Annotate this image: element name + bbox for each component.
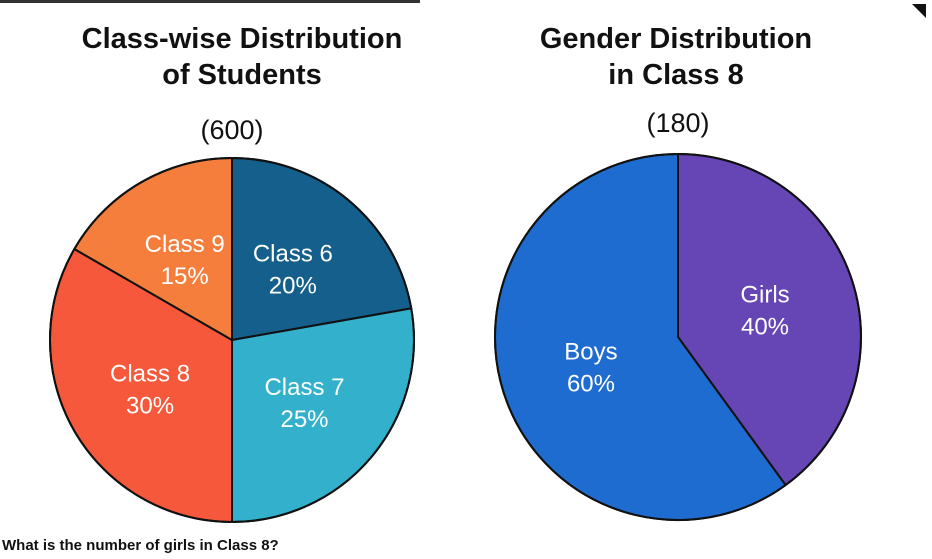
slice-label-girls: Girls bbox=[740, 282, 789, 309]
left-chart-title-line-1: Class-wise Distribution bbox=[82, 23, 403, 55]
slice-value-class-7: 25% bbox=[280, 406, 328, 433]
slice-value-class-6: 20% bbox=[269, 273, 317, 300]
gender-pie: Girls 40% Boys 60% bbox=[494, 153, 862, 521]
left-chart-total: (600) bbox=[200, 115, 263, 145]
slice-value-boys: 60% bbox=[567, 370, 615, 397]
right-chart-title-line-2: in Class 8 bbox=[608, 59, 743, 91]
class-wise-pie: Class 6 20% Class 7 25% Class 8 30% Class 9 15% bbox=[49, 157, 415, 523]
slice-label-class-6: Class 6 bbox=[253, 241, 333, 268]
right-chart-title-line-1: Gender Distribution bbox=[540, 23, 812, 55]
slice-label-class-7: Class 7 bbox=[264, 374, 344, 401]
slice-label-class-9: Class 9 bbox=[145, 231, 225, 258]
class-pie-outline bbox=[49, 157, 415, 523]
slice-value-girls: 40% bbox=[741, 314, 789, 341]
question-text: What is the number of girls in Class 8? bbox=[2, 537, 279, 554]
left-chart-title-line-2: of Students bbox=[162, 59, 322, 91]
slice-label-class-8: Class 8 bbox=[110, 360, 190, 387]
corner-mark bbox=[912, 4, 926, 18]
slice-label-boys: Boys bbox=[564, 338, 617, 365]
slice-value-class-8: 30% bbox=[126, 392, 174, 419]
gender-pie-outline bbox=[494, 153, 862, 521]
cropped-top-text bbox=[0, 0, 420, 3]
slice-value-class-9: 15% bbox=[161, 263, 209, 290]
right-chart-total: (180) bbox=[646, 108, 709, 138]
